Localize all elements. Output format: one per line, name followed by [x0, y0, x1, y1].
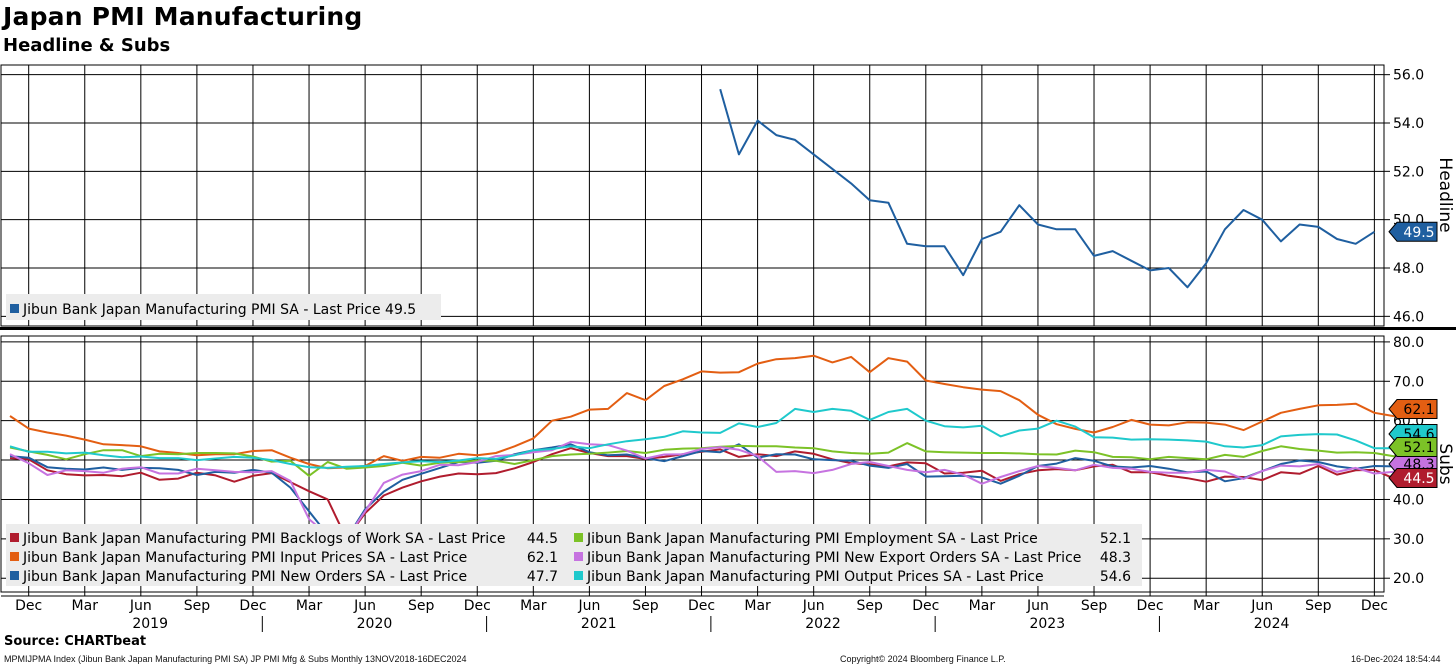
subs-legend-swatch — [10, 571, 19, 580]
headline-legend-swatch — [10, 304, 19, 313]
x-tick-label: Sep — [408, 598, 435, 614]
page-subtitle: Headline & Subs — [3, 35, 171, 56]
x-tick-label: Sep — [857, 598, 884, 614]
x-year-label: 2019 — [132, 616, 168, 632]
x-tick-label: Mar — [1193, 598, 1220, 614]
subs-ytick-label: 80.0 — [1393, 335, 1424, 351]
index-info-text: MPMIJPMA Index (Jibun Bank Japan Manufac… — [4, 654, 467, 664]
x-tick-label: Jun — [802, 598, 825, 614]
subs-legend-swatch — [574, 571, 583, 580]
x-tick-label: Dec — [1361, 598, 1388, 614]
x-year-label: 2023 — [1029, 616, 1065, 632]
subs-last-value-tag-0: 44.5 — [1403, 471, 1434, 487]
subs-legend-label: Jibun Bank Japan Manufacturing PMI New E… — [586, 550, 1081, 566]
headline-last-value-tag: 49.5 — [1403, 225, 1434, 241]
subs-series-line-1 — [9, 354, 1431, 470]
subs-last-value-tag-0-shape — [1388, 468, 1438, 488]
x-year-label: 2022 — [805, 616, 841, 632]
x-tick-label: Mar — [72, 598, 99, 614]
subs-legend-value: 52.1 — [1100, 531, 1131, 547]
subs-ytick-label: 20.0 — [1393, 571, 1424, 587]
headline-ytick-label: 48.0 — [1393, 261, 1424, 277]
x-tick-label: Jun — [1250, 598, 1273, 614]
panel-divider — [0, 327, 1456, 330]
x-tick-label: Dec — [688, 598, 715, 614]
subs-legend-value: 62.1 — [527, 550, 558, 566]
subs-legend-value: 54.6 — [1100, 569, 1131, 585]
subs-last-value-tag-1-shape — [1388, 399, 1438, 419]
headline-legend-label: Jibun Bank Japan Manufacturing PMI SA - … — [22, 302, 416, 318]
subs-last-value-tag-3-shape — [1388, 437, 1438, 457]
subs-axis-title: Subs — [1435, 443, 1455, 484]
x-tick-label: Mar — [969, 598, 996, 614]
x-year-label: 2020 — [357, 616, 393, 632]
subs-legend-swatch — [10, 533, 19, 542]
x-tick-label: Mar — [520, 598, 547, 614]
subs-last-value-tag-1: 62.1 — [1403, 402, 1434, 418]
x-tick-label: Dec — [1137, 598, 1164, 614]
headline-panel — [0, 64, 1385, 327]
x-tick-label: Dec — [912, 598, 939, 614]
x-tick-label: Sep — [1081, 598, 1108, 614]
subs-legend-value: 47.7 — [527, 569, 558, 585]
headline-last-value-tag-shape — [1388, 221, 1438, 242]
headline-ytick-label: 46.0 — [1393, 309, 1424, 325]
subs-legend-value: 48.3 — [1100, 550, 1131, 566]
x-tick-label: Dec — [464, 598, 491, 614]
x-year-label: 2024 — [1254, 616, 1290, 632]
headline-axis-title: Headline — [1435, 157, 1455, 232]
x-tick-label: Mar — [296, 598, 323, 614]
x-year-label: 2021 — [581, 616, 617, 632]
x-tick-label: Jun — [577, 598, 600, 614]
subs-legend-swatch — [10, 552, 19, 561]
x-tick-label: Sep — [184, 598, 211, 614]
subs-last-value-tag-3: 52.1 — [1403, 440, 1434, 456]
x-tick-label: Mar — [744, 598, 771, 614]
x-tick-label: Sep — [1305, 598, 1332, 614]
headline-ytick-label: 54.0 — [1393, 116, 1424, 132]
subs-legend-label: Jibun Bank Japan Manufacturing PMI Backl… — [22, 531, 506, 547]
subs-legend-label: Jibun Bank Japan Manufacturing PMI Outpu… — [586, 569, 1044, 585]
source-label: Source: CHARTbeat — [4, 634, 147, 649]
subs-legend-value: 44.5 — [527, 531, 558, 547]
subs-series-line-4 — [9, 440, 1431, 540]
subs-ytick-label: 30.0 — [1393, 532, 1424, 548]
x-tick-label: Jun — [1026, 598, 1049, 614]
timestamp-text: 16-Dec-2024 18:54:44 — [1351, 654, 1441, 664]
x-tick-label: Dec — [239, 598, 266, 614]
subs-legend-swatch — [574, 552, 583, 561]
headline-ytick-label: 52.0 — [1393, 164, 1424, 180]
x-tick-label: Dec — [15, 598, 42, 614]
x-tick-label: Jun — [129, 598, 152, 614]
headline-ytick-label: 56.0 — [1393, 68, 1424, 84]
subs-series-line-5 — [9, 407, 1431, 469]
x-tick-label: Jun — [353, 598, 376, 614]
subs-legend-swatch — [574, 533, 583, 542]
headline-legend-box — [6, 294, 441, 320]
subs-legend-label: Jibun Bank Japan Manufacturing PMI Emplo… — [586, 531, 1038, 547]
subs-series-line-0 — [9, 447, 1431, 540]
page-title: Japan PMI Manufacturing — [3, 2, 363, 31]
subs-ytick-label: 40.0 — [1393, 492, 1424, 508]
subs-legend-label: Jibun Bank Japan Manufacturing PMI Input… — [22, 550, 467, 566]
headline-series-line-0 — [719, 88, 1375, 289]
subs-ytick-label: 70.0 — [1393, 374, 1424, 390]
copyright-text: Copyright© 2024 Bloomberg Finance L.P. — [840, 654, 1006, 664]
subs-legend-label: Jibun Bank Japan Manufacturing PMI New O… — [22, 569, 467, 585]
x-tick-label: Sep — [632, 598, 659, 614]
